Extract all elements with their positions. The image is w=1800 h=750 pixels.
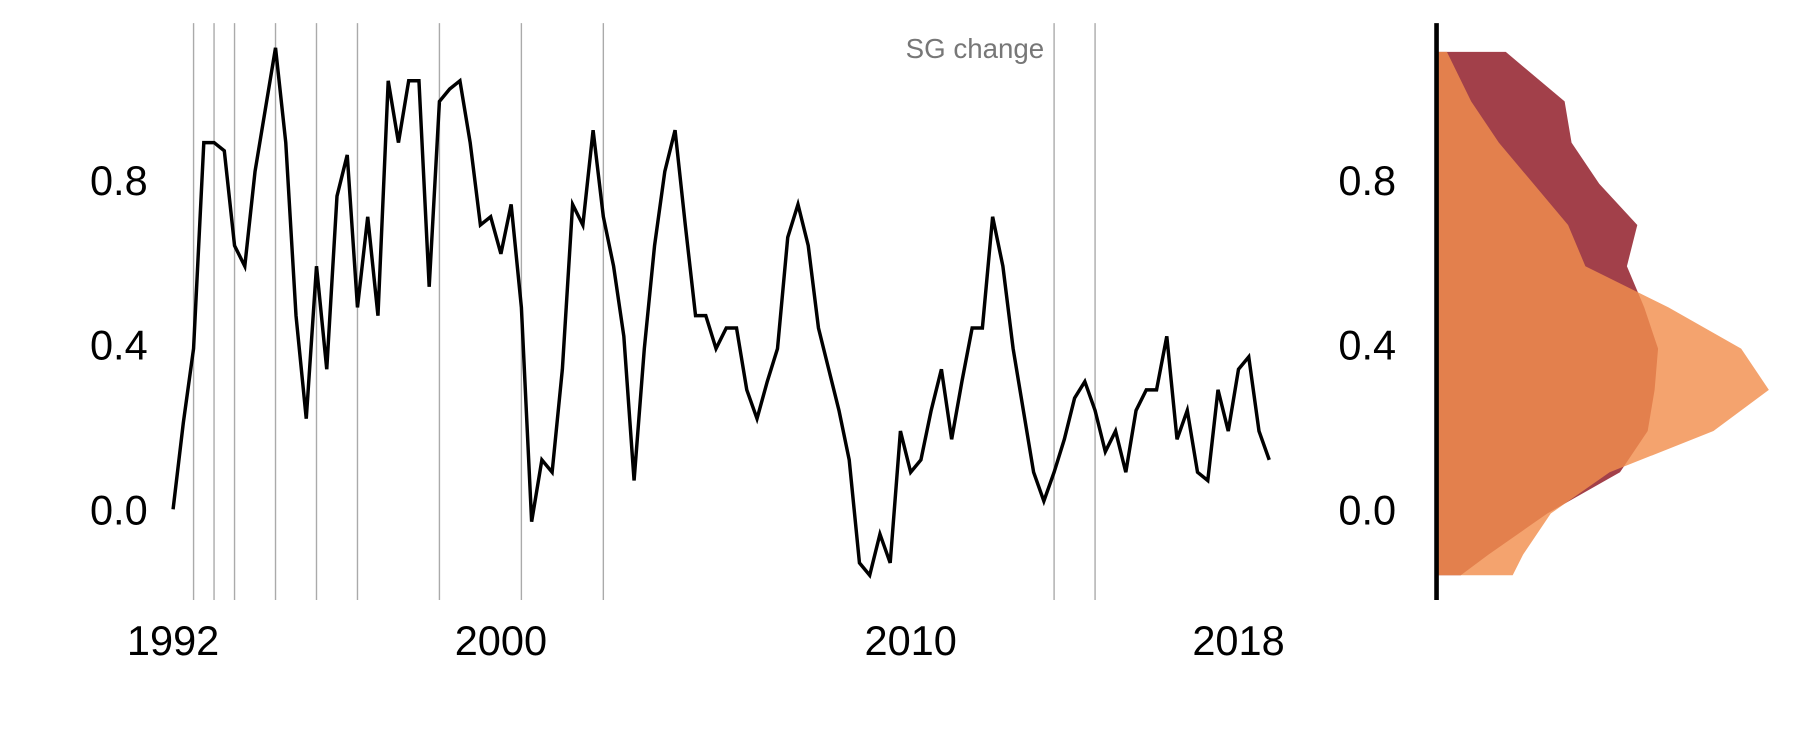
annotation: SG change xyxy=(906,33,1045,64)
y-tick-label: 0.0 xyxy=(90,486,148,533)
y-tick-label: 0.4 xyxy=(1338,322,1396,369)
x-tick-label: 2000 xyxy=(455,617,547,664)
y-tick-label: 0.8 xyxy=(90,157,148,204)
x-tick-label: 2010 xyxy=(864,617,956,664)
x-tick-label: 1992 xyxy=(127,617,219,664)
x-tick-label: 2018 xyxy=(1192,617,1284,664)
y-tick-label: 0.0 xyxy=(1338,486,1396,533)
y-tick-label: 0.4 xyxy=(90,322,148,369)
data-line xyxy=(171,47,1271,580)
density-area xyxy=(1436,51,1769,576)
y-tick-label: 0.8 xyxy=(1338,157,1396,204)
